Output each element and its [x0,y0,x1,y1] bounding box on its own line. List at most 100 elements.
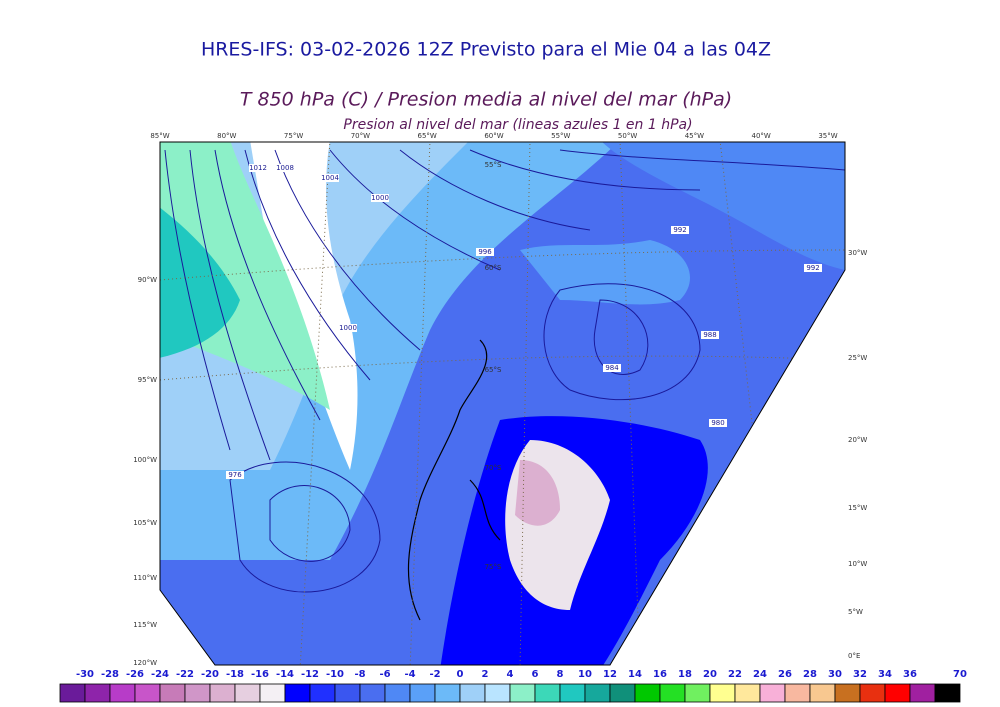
colorbar-label: 22 [728,669,742,680]
colorbar-swatch [184,683,211,703]
colorbar-label: 34 [878,669,892,680]
colorbar-swatch [284,683,311,703]
colorbar-label: 18 [678,669,692,680]
lon-label: 15°W [848,504,867,512]
colorbar-swatch [634,683,661,703]
colorbar-label: 6 [532,669,539,680]
colorbar-label: 26 [778,669,792,680]
title: HRES-IFS: 03-02-2026 12Z Previsto para e… [201,39,771,61]
colorbar-label: 16 [653,669,667,680]
lon-label: 10°W [848,560,867,568]
colorbar-label: 10 [578,669,592,680]
isobars [164,149,845,593]
colorbar-label: -20 [201,669,219,680]
colorbar-swatch [859,683,886,703]
lon-label: 70°W [351,132,370,140]
isobar-label: 996 [478,248,492,256]
colorbar: -30 -28 -26 -24 -22 -20 -18 -16 -14 -12 -10 -8 -6 -4-… [59,669,967,703]
colorbar-label: -18 [226,669,244,680]
isobar-label-bg [701,331,719,339]
colorbar-label: -2 [429,669,440,680]
colorbar-swatch [884,683,911,703]
colorbar-label: 70 [953,669,967,680]
lat-label: 65°S [485,366,502,374]
colorbar-swatch [734,683,761,703]
colorbar-swatch [434,683,461,703]
colorbar-label: -26 [126,669,144,680]
colorbar-swatch [359,683,386,703]
colorbar-swatch [484,683,511,703]
colorbar-swatch [809,683,836,703]
lon-label: 60°W [484,132,503,140]
colorbar-label: 8 [557,669,564,680]
colorbar-swatch [309,683,336,703]
lon-label: 120°W [133,659,157,667]
isobar-label: 988 [703,331,716,339]
isobar-label: 976 [228,471,242,479]
colorbar-swatch [534,683,561,703]
colorbar-label: 28 [803,669,817,680]
colorbar-label: 0 [457,669,464,680]
lon-label: 85°W [150,132,169,140]
isobar-label-bg [804,264,822,272]
colorbar-swatch [559,683,586,703]
isobar-label: 980 [711,419,724,427]
colorbar-swatch [459,683,486,703]
temp-band [520,240,690,305]
colorbar-swatch [209,683,236,703]
colorbar-swatch [134,683,161,703]
map-area [160,142,845,665]
lon-label: 95°W [138,376,157,384]
colorbar-swatch [909,683,936,703]
isobar-label-bg [709,419,727,427]
lon-label: 115°W [133,621,157,629]
colorbar-label: -22 [176,669,194,680]
isobar-label: 1008 [276,164,294,172]
isobar-label-bg [476,248,494,256]
lat-label: 70°S [485,464,502,472]
temp-band [600,142,845,270]
colorbar-swatch [159,683,186,703]
colorbar-label: 14 [628,669,642,680]
plateau [515,460,560,526]
subsubtitle: Presion al nivel del mar (lineas azules … [343,117,692,133]
lon-label: 50°W [618,132,637,140]
colorbar-label: -6 [379,669,390,680]
isobar-label: 992 [673,226,686,234]
colorbar-swatch [659,683,686,703]
colorbar-swatch [584,683,611,703]
subtitle: T 850 hPa (C) / Presion media al nivel d… [240,89,732,111]
lon-label: 45°W [685,132,704,140]
temp-band [250,142,358,470]
isobar-label-bg [603,364,621,372]
lon-label: 5°W [848,608,863,616]
colorbar-swatch [509,683,536,703]
colorbar-label: 4 [507,669,514,680]
isobar-label-bg [226,471,244,479]
colorbar-swatch [709,683,736,703]
geo-labels: 85°W 80°W 75°W 70°W 65°W 60°W 55°W 50°W 45°W 40°W… [133,132,867,667]
colorbar-swatch [834,683,861,703]
colorbar-label: 24 [753,669,767,680]
lon-label: 100°W [133,456,157,464]
colorbar-swatch [934,683,961,703]
lon-label: 110°W [133,574,157,582]
map-frame [159,141,846,666]
isobar-labels: 1012 1008 1004 1000 996 992 988 984 980 976 1000 99… [226,164,822,479]
lat-label: 75°S [485,563,502,571]
colorbar-label: -10 [326,669,344,680]
colorbar-label: -24 [151,669,169,680]
lon-label: 75°W [284,132,303,140]
isobar-label: 1004 [321,174,339,182]
colorbar-swatch [259,683,286,703]
colorbar-swatch [409,683,436,703]
colorbar-swatch [609,683,636,703]
isobar-label: 1012 [249,164,267,172]
lon-label: 40°W [752,132,771,140]
lon-label: 80°W [217,132,236,140]
colorbar-swatch [784,683,811,703]
lon-label: 25°W [848,354,867,362]
lon-label: 65°W [418,132,437,140]
